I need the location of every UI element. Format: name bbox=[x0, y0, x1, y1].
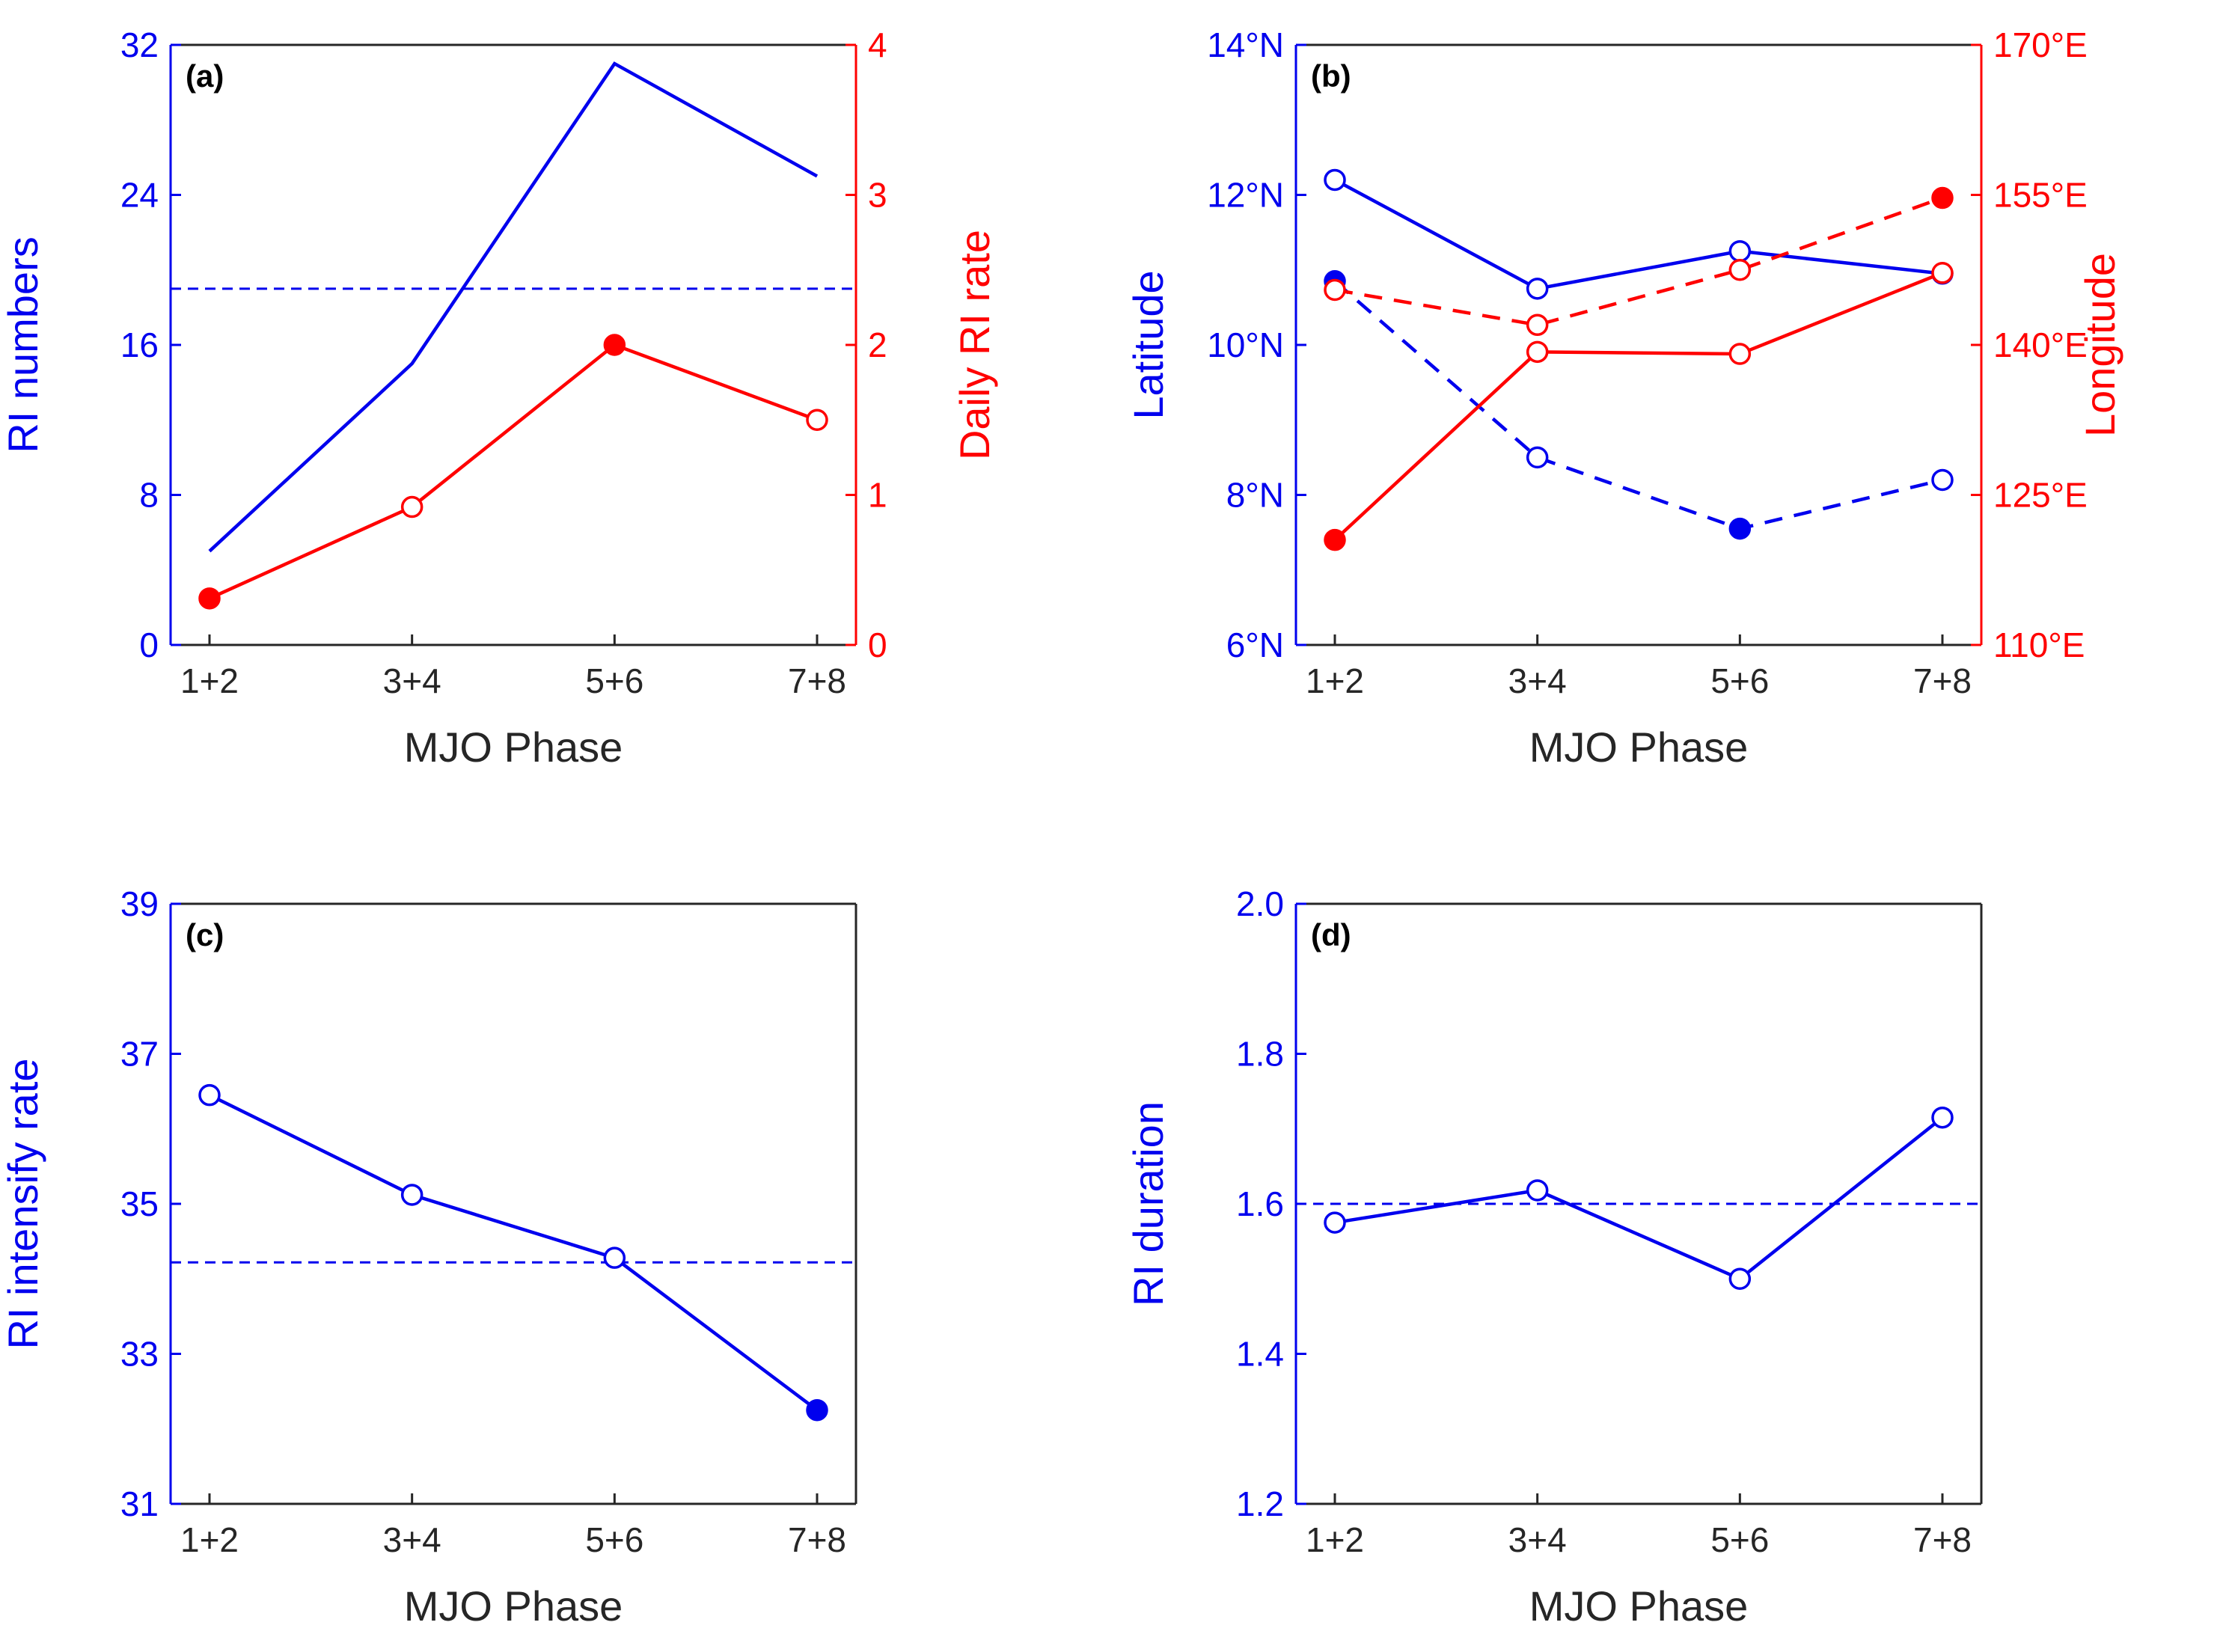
left-y-tick-label: 1.2 bbox=[1236, 1484, 1284, 1523]
right-y-axis-title: Longitude bbox=[2076, 253, 2123, 437]
marker-open bbox=[1324, 168, 1346, 192]
x-tick-label: 3+4 bbox=[383, 661, 441, 700]
left-y-tick-label: 12°N bbox=[1207, 176, 1284, 215]
series-line bbox=[1333, 271, 1943, 542]
right-y-tick-label: 155°E bbox=[1993, 176, 2088, 215]
left-y-tick-label: 39 bbox=[120, 884, 159, 923]
left-y-axis-title: RI numbers bbox=[0, 236, 46, 453]
right-y-tick-label: 1 bbox=[868, 476, 887, 515]
left-y-tick-label: 31 bbox=[120, 1484, 159, 1523]
right-y-tick-label: 4 bbox=[868, 25, 887, 64]
marker-open bbox=[1931, 1106, 1954, 1129]
left-y-tick-label: 16 bbox=[120, 325, 159, 364]
right-y-tick-label: 140°E bbox=[1993, 325, 2088, 364]
right-y-tick-label: 2 bbox=[868, 325, 887, 364]
marker-filled bbox=[1931, 186, 1954, 209]
marker-open bbox=[1526, 313, 1549, 337]
marker-open bbox=[806, 409, 828, 431]
marker-open bbox=[1526, 340, 1549, 364]
marker-open bbox=[1324, 1211, 1346, 1234]
marker-open bbox=[1931, 262, 1954, 284]
panel-b: 1+2 3+4 5+6 7+8 6°N 8°N 10°N 12°N 14°N 110°E 125°E… bbox=[1125, 25, 2123, 771]
x-tick-label: 5+6 bbox=[1710, 1520, 1769, 1559]
series-line bbox=[209, 1093, 819, 1412]
x-tick-label: 5+6 bbox=[585, 661, 643, 700]
left-y-tick-label: 14°N bbox=[1207, 25, 1284, 64]
right-y-tick-label: 110°E bbox=[1993, 625, 2085, 664]
left-y-tick-label: 8°N bbox=[1226, 476, 1284, 515]
right-y-tick-label: 125°E bbox=[1993, 476, 2088, 515]
x-tick-label: 3+4 bbox=[1508, 661, 1567, 700]
x-tick-label: 7+8 bbox=[788, 1520, 846, 1559]
left-y-tick-label: 1.8 bbox=[1236, 1035, 1284, 1074]
x-tick-label: 1+2 bbox=[180, 1520, 239, 1559]
marker-filled bbox=[1728, 517, 1752, 540]
left-y-tick-label: 2.0 bbox=[1236, 884, 1284, 923]
panel-label: (a) bbox=[186, 58, 224, 94]
panel-label: (d) bbox=[1311, 917, 1351, 952]
left-y-axis-title: RI duration bbox=[1125, 1101, 1172, 1306]
x-tick-label: 7+8 bbox=[788, 661, 846, 700]
marker-open bbox=[1728, 343, 1752, 365]
x-tick-label: 7+8 bbox=[1913, 1520, 1972, 1559]
marker-filled bbox=[603, 334, 626, 356]
panel-label: (b) bbox=[1311, 58, 1351, 94]
right-y-tick-label: 0 bbox=[868, 625, 887, 664]
marker-open bbox=[1728, 239, 1752, 263]
left-y-axis-title: RI intensify rate bbox=[0, 1058, 46, 1349]
marker-open bbox=[603, 1246, 626, 1269]
marker-open bbox=[1526, 1179, 1549, 1202]
marker-filled bbox=[1324, 528, 1346, 551]
left-y-tick-label: 1.6 bbox=[1236, 1184, 1284, 1223]
left-y-tick-label: 24 bbox=[120, 176, 159, 215]
x-tick-label: 1+2 bbox=[180, 661, 239, 700]
x-axis-title: MJO Phase bbox=[404, 723, 623, 771]
left-y-tick-label: 6°N bbox=[1226, 625, 1284, 664]
left-y-axis-title: Latitude bbox=[1125, 270, 1172, 419]
panel-c: 1+2 3+4 5+6 7+8 31 33 35 37 39 MJO Phase RI intens… bbox=[0, 884, 857, 1630]
marker-open bbox=[400, 1184, 423, 1206]
x-tick-label: 1+2 bbox=[1306, 661, 1364, 700]
right-y-tick-label: 3 bbox=[868, 176, 887, 215]
right-y-tick-label: 170°E bbox=[1993, 25, 2088, 64]
series-line bbox=[1333, 178, 1943, 291]
series-line bbox=[1334, 1116, 1944, 1281]
series-line bbox=[209, 343, 818, 600]
left-y-tick-label: 8 bbox=[139, 476, 159, 515]
series-line bbox=[208, 61, 819, 553]
panel-d: 1+2 3+4 5+6 7+8 1.2 1.4 1.6 1.8 2.0 MJO Phase RI d… bbox=[1125, 884, 1983, 1630]
marker-open bbox=[1324, 278, 1346, 302]
x-tick-label: 5+6 bbox=[585, 1520, 643, 1559]
x-tick-label: 3+4 bbox=[1508, 1520, 1567, 1559]
left-y-tick-label: 0 bbox=[139, 625, 159, 664]
marker-open bbox=[198, 1083, 221, 1107]
marker-open bbox=[1931, 468, 1954, 492]
marker-filled bbox=[806, 1398, 828, 1422]
marker-open bbox=[400, 495, 423, 518]
series-line bbox=[1333, 280, 1943, 530]
left-y-tick-label: 32 bbox=[120, 25, 159, 64]
x-axis-title: MJO Phase bbox=[1529, 1582, 1749, 1630]
marker-open bbox=[1526, 278, 1549, 300]
marker-open bbox=[1728, 259, 1752, 281]
x-tick-label: 1+2 bbox=[1306, 1520, 1364, 1559]
marker-filled bbox=[198, 587, 221, 610]
right-y-axis-title: Daily RI rate bbox=[951, 230, 998, 460]
marker-open bbox=[1728, 1267, 1752, 1290]
panel-label: (c) bbox=[186, 917, 224, 952]
marker-open bbox=[1526, 446, 1549, 469]
x-axis-title: MJO Phase bbox=[1529, 723, 1749, 771]
left-y-tick-label: 33 bbox=[120, 1335, 159, 1374]
left-y-tick-label: 10°N bbox=[1207, 325, 1284, 364]
left-y-tick-label: 37 bbox=[120, 1035, 159, 1074]
x-tick-label: 7+8 bbox=[1913, 661, 1972, 700]
series-line bbox=[1334, 196, 1943, 327]
left-y-tick-label: 1.4 bbox=[1236, 1335, 1284, 1374]
x-axis-title: MJO Phase bbox=[404, 1582, 623, 1630]
x-tick-label: 5+6 bbox=[1710, 661, 1769, 700]
x-tick-label: 3+4 bbox=[383, 1520, 441, 1559]
left-y-tick-label: 35 bbox=[120, 1184, 159, 1223]
panel-a: 1+2 3+4 5+6 7+8 0 8 16 24 32 0 1 2 3 4 MJO Phase RI num… bbox=[0, 25, 998, 771]
